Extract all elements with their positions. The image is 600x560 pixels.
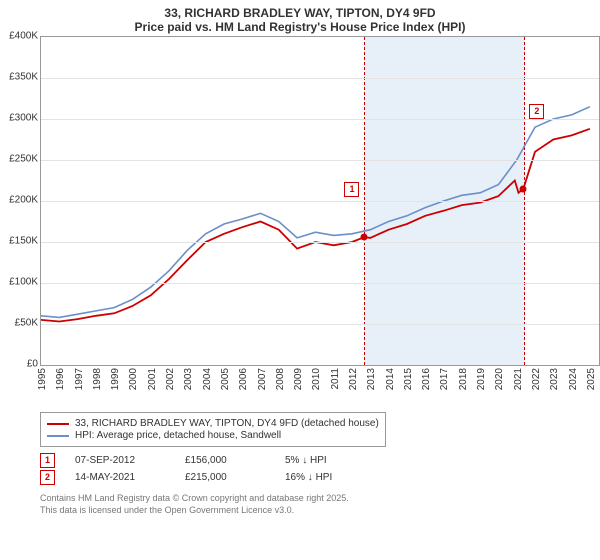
gridline xyxy=(41,160,599,161)
legend-swatch xyxy=(47,435,69,437)
x-tick-label: 1999 xyxy=(110,368,121,390)
x-tick-label: 1996 xyxy=(55,368,66,390)
plot-region: 12 xyxy=(40,36,600,366)
gridline xyxy=(41,78,599,79)
event-date: 07-SEP-2012 xyxy=(75,455,165,466)
y-tick-label: £0 xyxy=(0,359,38,370)
event-table-row: 2 14-MAY-2021 £215,000 16% ↓ HPI xyxy=(40,470,594,485)
legend-row: HPI: Average price, detached house, Sand… xyxy=(47,430,379,441)
x-tick-label: 2012 xyxy=(348,368,359,390)
chart-title: 33, RICHARD BRADLEY WAY, TIPTON, DY4 9FD… xyxy=(0,0,600,36)
y-tick-label: £400K xyxy=(0,31,38,42)
footnote-line1: Contains HM Land Registry data © Crown c… xyxy=(40,493,594,505)
event-date: 14-MAY-2021 xyxy=(75,472,165,483)
event-dot xyxy=(361,234,368,241)
series-hpi xyxy=(41,107,590,318)
x-tick-label: 2000 xyxy=(128,368,139,390)
x-tick-label: 2013 xyxy=(366,368,377,390)
x-tick-label: 2014 xyxy=(385,368,396,390)
legend-swatch xyxy=(47,423,69,425)
gridline xyxy=(41,201,599,202)
y-tick-label: £100K xyxy=(0,277,38,288)
x-tick-label: 1995 xyxy=(37,368,48,390)
x-tick-label: 2004 xyxy=(202,368,213,390)
x-tick-label: 2010 xyxy=(311,368,322,390)
gridline xyxy=(41,324,599,325)
event-marker-box: 2 xyxy=(529,104,544,119)
x-tick-label: 2009 xyxy=(293,368,304,390)
y-tick-label: £150K xyxy=(0,236,38,247)
legend-row: 33, RICHARD BRADLEY WAY, TIPTON, DY4 9FD… xyxy=(47,418,379,429)
x-tick-label: 2019 xyxy=(476,368,487,390)
event-marker-box: 1 xyxy=(344,182,359,197)
legend: 33, RICHARD BRADLEY WAY, TIPTON, DY4 9FD… xyxy=(40,412,594,447)
chart-area: 12 £0£50K£100K£150K£200K£250K£300K£350K£… xyxy=(40,36,600,406)
x-tick-label: 2005 xyxy=(220,368,231,390)
y-tick-label: £200K xyxy=(0,195,38,206)
footnote-line2: This data is licensed under the Open Gov… xyxy=(40,505,594,517)
x-tick-label: 2015 xyxy=(403,368,414,390)
y-tick-label: £350K xyxy=(0,72,38,83)
event-table-row: 1 07-SEP-2012 £156,000 5% ↓ HPI xyxy=(40,453,594,468)
x-tick-label: 2006 xyxy=(238,368,249,390)
x-tick-label: 1997 xyxy=(74,368,85,390)
event-id-marker: 2 xyxy=(40,470,55,485)
event-id-marker: 1 xyxy=(40,453,55,468)
event-price: £156,000 xyxy=(185,455,265,466)
gridline xyxy=(41,119,599,120)
x-tick-label: 1998 xyxy=(92,368,103,390)
x-tick-label: 2003 xyxy=(183,368,194,390)
x-tick-label: 2021 xyxy=(513,368,524,390)
x-tick-label: 2002 xyxy=(165,368,176,390)
x-tick-label: 2020 xyxy=(494,368,505,390)
x-tick-label: 2023 xyxy=(549,368,560,390)
event-price: £215,000 xyxy=(185,472,265,483)
legend-label: HPI: Average price, detached house, Sand… xyxy=(75,430,281,441)
x-tick-label: 2017 xyxy=(439,368,450,390)
x-tick-label: 2016 xyxy=(421,368,432,390)
legend-label: 33, RICHARD BRADLEY WAY, TIPTON, DY4 9FD… xyxy=(75,418,379,429)
x-tick-label: 2008 xyxy=(275,368,286,390)
legend-box: 33, RICHARD BRADLEY WAY, TIPTON, DY4 9FD… xyxy=(40,412,386,447)
gridline xyxy=(41,283,599,284)
x-tick-label: 2024 xyxy=(568,368,579,390)
series-price_paid xyxy=(41,129,590,322)
events-table: 1 07-SEP-2012 £156,000 5% ↓ HPI 2 14-MAY-2021… xyxy=(40,453,594,485)
event-delta: 5% ↓ HPI xyxy=(285,455,385,466)
footnote: Contains HM Land Registry data © Crown c… xyxy=(40,493,594,516)
event-delta: 16% ↓ HPI xyxy=(285,472,385,483)
x-tick-label: 2011 xyxy=(330,368,341,390)
title-line1: 33, RICHARD BRADLEY WAY, TIPTON, DY4 9FD xyxy=(4,6,596,20)
x-tick-label: 2018 xyxy=(458,368,469,390)
x-tick-label: 2022 xyxy=(531,368,542,390)
x-tick-label: 2025 xyxy=(586,368,597,390)
y-tick-label: £300K xyxy=(0,113,38,124)
title-line2: Price paid vs. HM Land Registry's House … xyxy=(4,20,596,34)
y-tick-label: £250K xyxy=(0,154,38,165)
gridline xyxy=(41,242,599,243)
y-tick-label: £50K xyxy=(0,318,38,329)
x-tick-label: 2001 xyxy=(147,368,158,390)
x-tick-label: 2007 xyxy=(257,368,268,390)
event-dot xyxy=(520,185,527,192)
